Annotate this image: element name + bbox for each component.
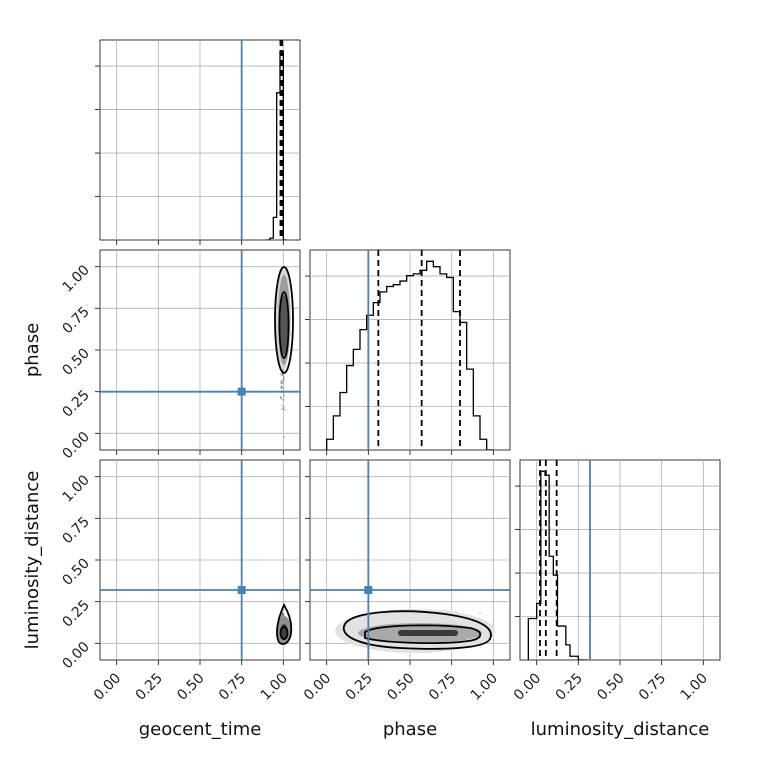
sample-point — [281, 373, 284, 376]
y-tick-label: 1.00 — [59, 262, 92, 295]
sample-point — [281, 382, 283, 385]
luminosity-distance-vs-phase-density — [335, 609, 495, 653]
x-tick-label: 1.00 — [258, 670, 291, 703]
sample-point — [280, 396, 283, 399]
x-tick-label: 0.75 — [216, 670, 249, 703]
sample-point — [283, 377, 285, 380]
sample-point — [280, 385, 283, 388]
sample-point — [283, 406, 286, 409]
y-tick-label: 0.00 — [59, 429, 92, 462]
sample-point — [282, 377, 285, 380]
x-tick-label: 0.50 — [594, 670, 627, 703]
y-axis-label-luminosity-distance: luminosity_distance — [22, 471, 43, 650]
sample-point — [281, 614, 284, 617]
sample-point — [283, 380, 286, 383]
truth-marker — [237, 586, 246, 594]
sample-point — [283, 436, 286, 438]
x-tick-label: 1.00 — [468, 670, 501, 703]
sample-point — [280, 387, 283, 389]
sample-point — [282, 369, 285, 372]
sample-point — [280, 380, 283, 382]
marks-layer — [100, 40, 591, 660]
sample-point — [279, 395, 282, 398]
x-tick-label: 0.75 — [636, 670, 669, 703]
contour-outer — [276, 603, 293, 645]
y-axis-label-phase: phase — [22, 323, 43, 377]
x-tick-label: 1.00 — [678, 670, 711, 703]
x-tick-label: 0.00 — [511, 670, 544, 703]
contour-inner — [279, 626, 289, 640]
x-axis-label-geocent-time: geocent_time — [139, 719, 262, 740]
sample-point — [280, 385, 283, 388]
sample-point — [282, 408, 285, 411]
sample-point — [279, 373, 282, 376]
sample-point — [281, 614, 284, 617]
sample-point — [280, 387, 282, 390]
sample-point — [282, 613, 284, 615]
x-axis-label-phase: phase — [383, 719, 437, 740]
x-tick-label: 0.50 — [174, 670, 207, 703]
sample-point — [284, 408, 287, 411]
y-tick-label: 1.00 — [59, 472, 92, 505]
y-tick-label: 0.75 — [59, 514, 92, 547]
truth-marker — [364, 586, 373, 594]
contour-inner — [278, 291, 290, 359]
sample-point — [280, 398, 283, 401]
sample-point — [279, 397, 282, 400]
sample-point — [282, 375, 285, 378]
x-tick-label: 0.25 — [133, 670, 166, 703]
y-tick-label: 0.50 — [59, 556, 92, 589]
sample-point — [281, 379, 284, 382]
contour-outer — [342, 610, 492, 650]
contour-outer — [274, 266, 294, 374]
y-tick-label: 0.50 — [59, 346, 92, 379]
phase-vs-geocent-time-density — [274, 266, 294, 374]
density-region-inner — [398, 630, 458, 636]
x-tick-label: 0.25 — [343, 670, 376, 703]
sample-point — [281, 612, 284, 615]
sample-point — [281, 404, 284, 407]
sample-point — [283, 394, 285, 397]
y-tick-label: 0.00 — [59, 639, 92, 672]
sample-point — [280, 382, 283, 385]
y-tick-label: 0.25 — [59, 387, 92, 420]
histogram-phase — [326, 260, 494, 450]
luminosity-distance-vs-geocent-time-density — [276, 603, 293, 645]
x-tick-label: 0.75 — [426, 670, 459, 703]
sample-point — [478, 612, 481, 615]
histogram-geocent_time — [266, 50, 287, 240]
histogram-luminosity_distance — [527, 470, 587, 660]
grid-layer — [100, 40, 720, 660]
density-layer — [274, 266, 495, 653]
density-region-inner — [280, 295, 288, 355]
x-tick-label: 0.25 — [553, 670, 586, 703]
sample-point — [281, 386, 284, 389]
sample-point — [281, 374, 284, 377]
x-tick-label: 0.50 — [384, 670, 417, 703]
y-tick-label: 0.25 — [59, 597, 92, 630]
x-axis-label-luminosity-distance: luminosity_distance — [531, 719, 710, 740]
truth-marker — [237, 387, 246, 396]
contour-inner — [364, 624, 482, 645]
y-tick-label: 0.75 — [59, 304, 92, 337]
sample-point — [282, 613, 285, 616]
sample-point — [281, 408, 283, 410]
x-tick-label: 0.00 — [301, 670, 334, 703]
sample-point — [280, 381, 282, 383]
x-tick-label: 0.00 — [91, 670, 124, 703]
axes-layer: 0.00 0.25 0.50 0.75 1.00 0.00 0.25 0.50 0.75 1.00… — [59, 65, 711, 704]
sample-point — [281, 382, 284, 385]
sample-point — [283, 399, 285, 401]
